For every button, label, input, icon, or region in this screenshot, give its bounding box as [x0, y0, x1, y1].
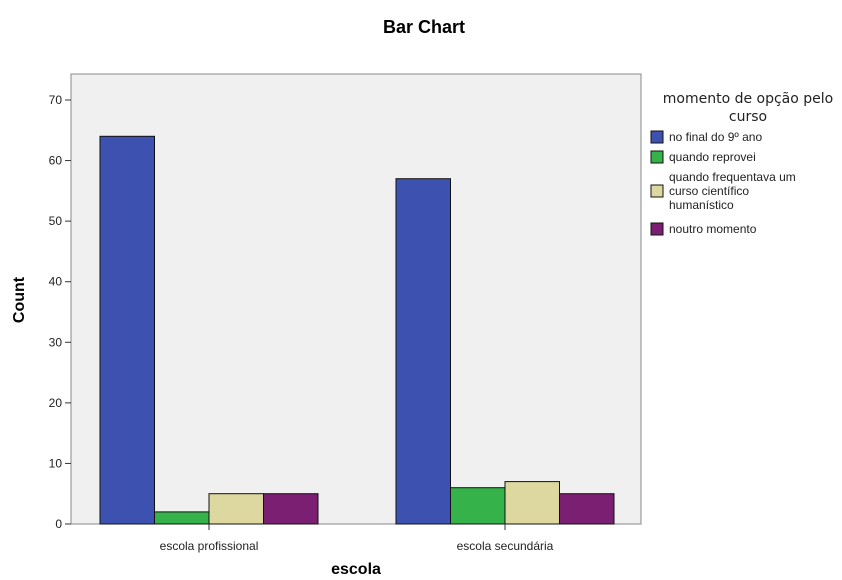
legend-label: quando reprovei: [669, 150, 756, 164]
bar: [504, 481, 560, 525]
legend-label: noutro momento: [669, 222, 757, 236]
bar: [395, 178, 451, 525]
bar: [208, 493, 264, 525]
y-tick-label: 30: [49, 335, 63, 349]
legend-swatch: [650, 130, 664, 144]
legend-label: quando frequentava um: [669, 170, 796, 184]
x-tick-label: escola profissional: [160, 539, 259, 553]
x-axis: escola profissional escola secundária: [160, 524, 554, 553]
bar: [559, 493, 615, 525]
y-axis: 0 10 20 30 40 50 60 70: [49, 93, 71, 531]
legend-swatch: [650, 184, 664, 198]
legend-label: curso científico: [669, 184, 749, 198]
legend-title: momento de opção pelo: [663, 91, 833, 107]
y-tick-label: 70: [49, 93, 63, 107]
bar: [450, 487, 506, 525]
y-tick-label: 0: [55, 517, 62, 531]
y-tick-label: 60: [49, 154, 63, 168]
y-tick-label: 20: [49, 396, 63, 410]
y-axis-title: Count: [11, 276, 28, 323]
legend-swatch: [650, 222, 664, 236]
y-tick-label: 10: [49, 456, 63, 470]
legend-swatch: [650, 150, 664, 164]
bar: [99, 135, 155, 525]
bar: [263, 493, 319, 525]
chart-title: Bar Chart: [383, 17, 465, 37]
x-tick-label: escola secundária: [457, 539, 554, 553]
plot-area: [70, 73, 642, 525]
x-axis-title: escola: [331, 561, 381, 578]
bars-group: [99, 135, 615, 525]
legend-label: no final do 9º ano: [669, 130, 762, 144]
bar: [154, 511, 210, 525]
legend: momento de opção pelo curso no final do 9º…: [650, 91, 833, 236]
y-tick-label: 40: [49, 275, 63, 289]
y-tick-label: 50: [49, 214, 63, 228]
legend-label: humanístico: [669, 198, 734, 212]
legend-title: curso: [729, 109, 767, 125]
